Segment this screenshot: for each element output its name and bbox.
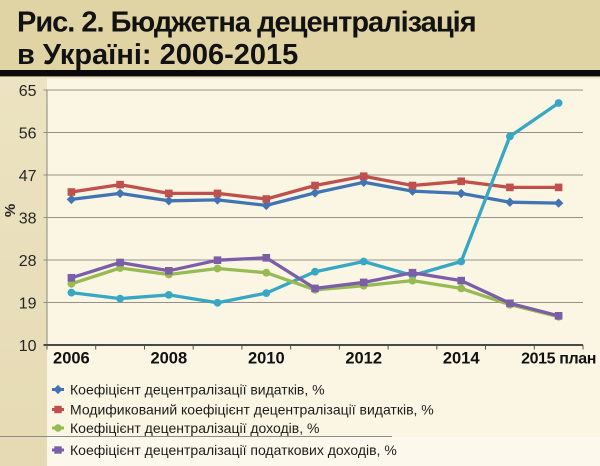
svg-text:Модификований коефіцієнт децен: Модификований коефіцієнт децентралізації… [70, 402, 434, 418]
svg-text:%: % [2, 204, 19, 217]
svg-text:19: 19 [19, 295, 37, 312]
svg-text:2008: 2008 [150, 350, 187, 368]
svg-text:2012: 2012 [345, 350, 382, 368]
svg-text:2015 план: 2015 план [521, 351, 596, 368]
svg-text:28: 28 [19, 253, 37, 270]
svg-text:Коефіцієнт децентралізації дох: Коефіцієнт децентралізації доходів, % [70, 420, 319, 436]
svg-text:Коефіцієнт децентралізації вид: Коефіцієнт децентралізації видатків, % [70, 382, 325, 398]
svg-text:10: 10 [19, 338, 37, 355]
svg-text:2006: 2006 [53, 350, 90, 368]
svg-text:Рис. 2. Бюджетна децентралізац: Рис. 2. Бюджетна децентралізація [17, 7, 476, 39]
svg-text:47: 47 [19, 168, 37, 185]
svg-text:Коефіцієнт децентралізації под: Коефіцієнт децентралізації податкових до… [70, 442, 397, 458]
svg-text:38: 38 [19, 210, 37, 227]
svg-text:56: 56 [19, 125, 37, 142]
svg-text:65: 65 [19, 83, 37, 100]
svg-text:2014: 2014 [443, 350, 481, 368]
svg-text:2010: 2010 [248, 350, 285, 368]
svg-text:в Україні: 2006-2015: в Україні: 2006-2015 [17, 39, 298, 71]
